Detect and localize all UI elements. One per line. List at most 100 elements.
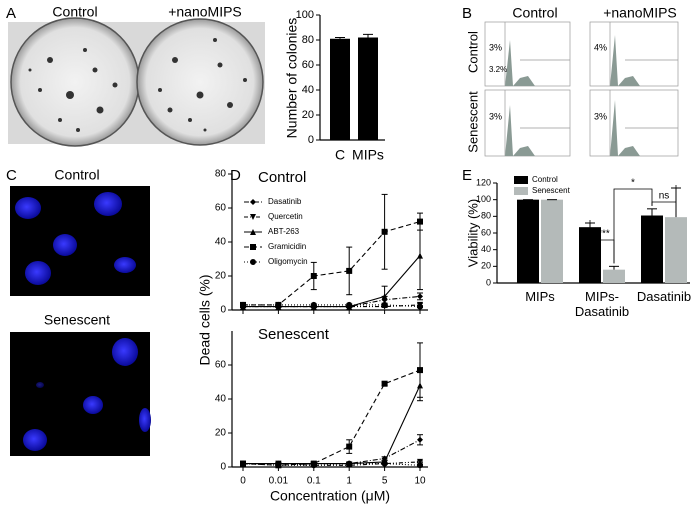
y-tick-label: 20: [215, 271, 227, 282]
marker: [381, 380, 388, 387]
significance-label: *: [631, 178, 635, 189]
bar: [330, 38, 350, 140]
petri-dish: [136, 18, 264, 146]
gate-label: 3%: [489, 111, 502, 121]
x-tick-label: MIPs-Dasatinib: [575, 289, 629, 319]
legend-swatch: [514, 176, 528, 184]
chart-title: Senescent: [258, 326, 330, 343]
y-tick-label: 0: [308, 134, 314, 146]
marker: [346, 460, 353, 467]
x-tick-label: 0.1: [307, 476, 321, 487]
colonies: [28, 38, 247, 132]
x-tick-label: 0: [240, 476, 246, 487]
x-tick-label: Dasatinib: [637, 289, 691, 304]
x-tick-label: 0.01: [269, 476, 289, 487]
legend-label: Senescent: [532, 186, 571, 195]
legend-marker: [250, 214, 256, 220]
legend-marker: [250, 244, 256, 250]
chart-title: Control: [258, 169, 306, 186]
marker: [310, 462, 317, 469]
legend-marker: [250, 229, 256, 235]
y-tick-label: 0: [220, 462, 226, 473]
legend-marker: [250, 259, 256, 265]
marker: [381, 228, 388, 235]
marker: [275, 462, 282, 469]
panel-label: A: [6, 5, 16, 22]
marker: [240, 301, 246, 308]
x-tick-label: 1: [346, 476, 352, 487]
marker: [346, 301, 353, 308]
y-axis-label: Dead cells (%): [197, 274, 213, 365]
gate-label: 4%: [594, 42, 607, 52]
y-tick-label: 60: [481, 227, 491, 237]
gate-label: 3%: [594, 111, 607, 121]
x-tick-label: C: [335, 147, 345, 163]
bar: [641, 215, 663, 283]
image-label: +nanoMIPS: [168, 4, 242, 20]
gate-label: 3.2%: [489, 65, 507, 74]
x-axis-label: Concentration (μM): [270, 488, 390, 504]
petri-dish: [10, 17, 140, 147]
y-tick-label: 60: [215, 360, 227, 371]
marker: [417, 293, 423, 300]
image-label: Control: [52, 4, 97, 20]
y-axis-label: Number of colonies: [284, 18, 300, 139]
y-tick-label: 0: [486, 277, 491, 287]
series-line: [242, 463, 421, 466]
series-line: [243, 385, 421, 465]
significance-bracket: [613, 188, 653, 264]
marker: [417, 458, 423, 465]
series-line: [243, 221, 421, 306]
marker: [417, 462, 423, 469]
marker: [417, 252, 423, 259]
column-label: +nanoMIPS: [603, 5, 677, 21]
flow-plots: [484, 21, 679, 157]
marker: [417, 303, 423, 310]
y-tick-label: 100: [296, 9, 314, 21]
series-line: [243, 304, 421, 308]
legend-label: Oligomycin: [268, 257, 308, 266]
marker: [275, 301, 282, 308]
row-label: Control: [465, 31, 480, 73]
y-tick-label: 40: [302, 84, 314, 96]
bar: [579, 227, 601, 283]
panel-label: B: [462, 5, 472, 22]
marker: [346, 267, 353, 274]
y-tick-label: 100: [476, 194, 491, 204]
series-line: [243, 255, 421, 308]
bar: [665, 217, 687, 283]
y-tick-label: 80: [481, 211, 491, 221]
y-tick-label: 20: [302, 109, 314, 121]
bar: [517, 199, 539, 283]
x-tick-label: 10: [414, 476, 426, 487]
significance-label: ****: [594, 229, 610, 240]
marker: [381, 460, 388, 467]
nuclei: [15, 192, 136, 285]
panel-label: D: [230, 167, 241, 184]
series-line: [243, 461, 421, 466]
y-tick-label: 80: [302, 34, 314, 46]
bar: [358, 37, 378, 140]
gate-label: 3%: [489, 42, 502, 52]
marker: [417, 436, 423, 443]
legend-label: Control: [532, 175, 558, 184]
panel-label: C: [6, 167, 17, 184]
series-line: [243, 304, 421, 308]
y-axis-label: Viability (%): [465, 199, 480, 267]
flow-histograms: [485, 35, 640, 156]
marker: [240, 460, 246, 467]
marker: [381, 293, 388, 300]
bar: [603, 269, 625, 283]
y-tick-label: 20: [215, 428, 227, 439]
y-tick-label: 40: [215, 394, 227, 405]
legend-swatch: [514, 187, 528, 195]
y-tick-label: 40: [215, 237, 227, 248]
legend-label: Gramicidin: [268, 242, 306, 251]
column-label: Control: [512, 5, 557, 21]
image-label: Senescent: [44, 312, 110, 328]
y-tick-label: 0: [220, 305, 226, 316]
y-tick-label: 60: [302, 59, 314, 71]
image-label: Control: [54, 167, 99, 183]
x-tick-label: MIPs: [525, 289, 555, 304]
